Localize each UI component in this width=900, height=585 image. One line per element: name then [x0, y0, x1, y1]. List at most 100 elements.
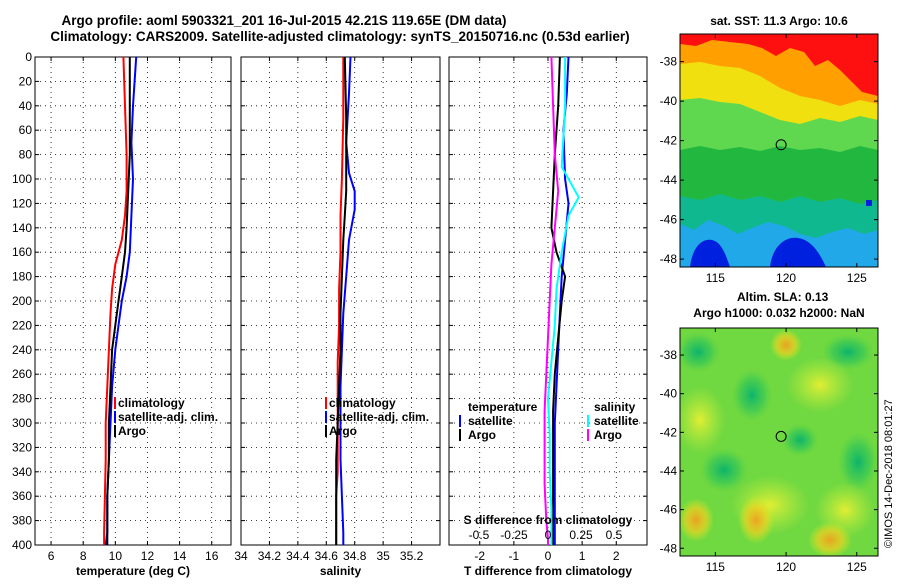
depth-tick-label: 380 — [12, 514, 32, 528]
sst-blue-patch-1 — [690, 239, 730, 267]
diff-xtick-label: -1 — [509, 549, 520, 563]
sla-low-blob-1 — [680, 332, 720, 372]
depth-tick-label: 120 — [12, 196, 32, 210]
imos-credit-stamp: ©IMOS 14-Dec-2018 08:01:27 — [883, 399, 895, 548]
temp-legend-label: Argo — [118, 424, 146, 438]
diff-xtick-label: 2 — [613, 549, 620, 563]
sal-xtick-label: 34.6 — [315, 549, 339, 563]
sal-legend-label: satellite-adj. clim. — [329, 410, 429, 424]
sal-legend-label: climatology — [329, 396, 396, 410]
diff-legend-t-label: Argo — [468, 428, 496, 442]
sla-argo-float-marker — [775, 430, 787, 442]
diff-s-axis-label: S difference from climatology — [464, 513, 633, 527]
temp-legend-swatch — [114, 411, 116, 423]
depth-tick-label: 300 — [12, 416, 32, 430]
sla-high-blob-3 — [738, 496, 774, 544]
depth-tick-label: 400 — [12, 538, 32, 552]
temp-xtick-label: 14 — [173, 549, 187, 563]
figure-title-line1: Argo profile: aoml 5903321_201 16-Jul-20… — [62, 13, 507, 28]
salinity-profile-panel: 34 34.2 34.4 34.6 34.8 35 35.2 salinity climatol… — [234, 56, 441, 578]
map-ytick-label: -46 — [660, 213, 678, 227]
sal-xtick-label: 35.2 — [400, 549, 424, 563]
sla-map-panel: Altim. SLA: 0.13 Argo h1000: 0.032 h2000… — [660, 290, 879, 574]
temperature-profile-panel: 0 20 40 60 80 100 120 140 160 180 200 220 240 260 280 3… — [12, 50, 232, 578]
depth-tick-label: 180 — [12, 270, 32, 284]
map-ytick-label: -40 — [660, 94, 678, 108]
sal-legend-swatch — [325, 411, 327, 423]
diff-series-s-argo — [543, 56, 560, 545]
temp-xtick-label: 6 — [48, 549, 55, 563]
depth-tick-label: 260 — [12, 367, 32, 381]
diff-s-tick-label: 0.25 — [569, 528, 593, 542]
depth-tick-label: 80 — [19, 148, 33, 162]
map-xtick-label: 115 — [706, 560, 725, 574]
depth-tick-label: 280 — [12, 392, 32, 406]
sst-blue-pixel — [866, 200, 872, 206]
diff-legend-s-swatch — [587, 415, 589, 427]
sst-heatmap-image — [680, 34, 878, 267]
diff-xtick-label: -2 — [474, 549, 485, 563]
sla-map-frame — [679, 327, 879, 557]
depth-tick-label: 340 — [12, 465, 32, 479]
diff-s-tick-label: -0.5 — [469, 528, 490, 542]
sal-series-climatology — [335, 57, 345, 545]
map-xtick-label: 120 — [776, 271, 796, 285]
sla-low-blob-2 — [732, 369, 772, 421]
diff-legend-t-swatch — [459, 429, 461, 441]
diff-xtick-label: 1 — [579, 549, 586, 563]
temp-xtick-label: 8 — [80, 549, 87, 563]
map-ytick-label: -48 — [660, 252, 678, 266]
sla-map-title: Altim. SLA: 0.13 — [737, 290, 829, 304]
map-xtick-label: 125 — [847, 560, 867, 574]
diff-legend-s-swatch — [587, 429, 589, 441]
sst-blue-patch-2 — [770, 237, 826, 267]
diff-legend-temperature-header: temperature — [468, 400, 538, 414]
sal-xtick-label: 35 — [376, 549, 390, 563]
sst-map-title: sat. SST: 11.3 Argo: 10.6 — [710, 14, 848, 28]
depth-tick-label: 40 — [19, 99, 33, 113]
sst-lightblue-band — [680, 220, 878, 267]
sst-map-ticks: 115 120 125 -38 -40 -42 -44 -46 -48 — [660, 34, 878, 285]
temp-xtick-label: 10 — [109, 549, 123, 563]
depth-tick-label: 360 — [12, 489, 32, 503]
map-xtick-label: 115 — [706, 271, 725, 285]
sla-map-subtitle: Argo h1000: 0.032 h2000: NaN — [693, 306, 864, 320]
sla-high-blob-2 — [680, 498, 714, 542]
temp-plot-frame — [34, 56, 232, 546]
depth-tick-label: 200 — [12, 294, 32, 308]
map-ytick-label: -42 — [660, 425, 678, 439]
map-ytick-label: -38 — [660, 55, 678, 69]
temp-series-argo — [106, 57, 131, 545]
sla-mid-blob-1 — [786, 357, 854, 413]
difference-profile-panel: -2 -1 0 1 2T difference from climatology temp… — [448, 56, 648, 578]
sla-low-blob-6 — [782, 424, 818, 456]
diff-plot-frame — [448, 56, 648, 546]
depth-tick-label: 240 — [12, 343, 32, 357]
diff-xaxis-label: T difference from climatology — [464, 564, 632, 578]
diff-legend-salinity-header: salinity — [594, 400, 636, 414]
map-ytick-label: -48 — [660, 541, 678, 555]
depth-tick-label: 160 — [12, 245, 32, 259]
sst-argo-float-marker — [775, 139, 787, 151]
sal-series-satellite-adj-clim- — [339, 56, 356, 545]
diff-series-t-argo — [550, 56, 567, 545]
sla-mid-blob-2 — [680, 386, 726, 454]
depth-tick-label: 140 — [12, 221, 32, 235]
depth-tick-label: 100 — [12, 172, 32, 186]
sla-low-blob-4 — [700, 448, 748, 492]
temp-xtick-label: 12 — [141, 549, 155, 563]
temp-series-climatology — [103, 56, 128, 545]
sst-red-band — [680, 34, 878, 96]
sal-legend-label: Argo — [329, 424, 357, 438]
temp-legend-label: satellite-adj. clim. — [118, 410, 218, 424]
sal-series-argo — [335, 56, 348, 545]
depth-tick-label: 20 — [19, 74, 33, 88]
diff-s-tick-label: 0 — [545, 528, 552, 542]
sal-xtick-label: 34 — [234, 549, 248, 563]
diff-legend-s-label: satellite — [594, 414, 639, 428]
sal-legend-swatch — [325, 397, 327, 409]
map-xtick-label: 120 — [776, 560, 796, 574]
map-ytick-label: -44 — [660, 464, 678, 478]
